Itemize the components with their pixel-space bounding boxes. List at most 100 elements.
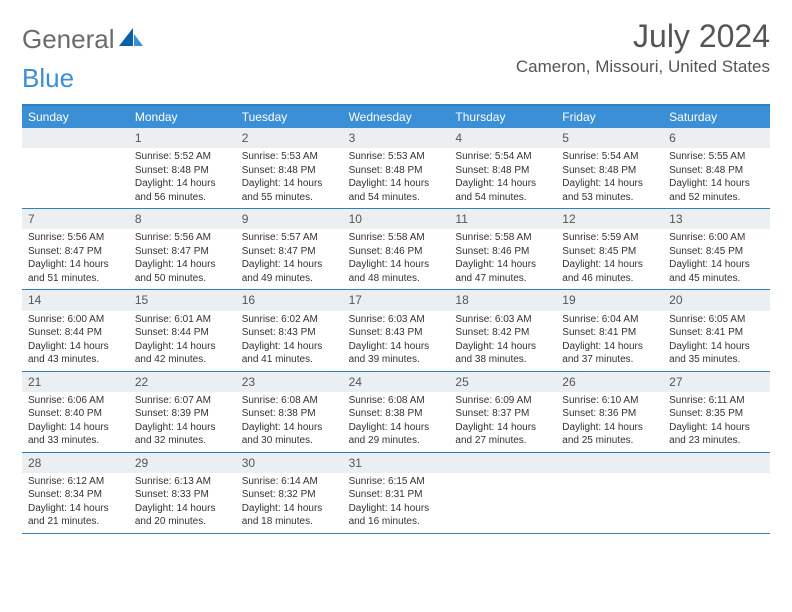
day-number: 20 — [663, 290, 770, 310]
sunrise-line: Sunrise: 6:11 AM — [669, 394, 764, 408]
sunset-line: Sunset: 8:48 PM — [562, 164, 657, 178]
sunset-line: Sunset: 8:35 PM — [669, 407, 764, 421]
day-cell — [449, 453, 556, 533]
dow-header-row: SundayMondayTuesdayWednesdayThursdayFrid… — [22, 106, 770, 128]
day-cell: 17Sunrise: 6:03 AMSunset: 8:43 PMDayligh… — [343, 290, 450, 370]
day-cell: 13Sunrise: 6:00 AMSunset: 8:45 PMDayligh… — [663, 209, 770, 289]
sunrise-line: Sunrise: 6:05 AM — [669, 313, 764, 327]
day-cell: 27Sunrise: 6:11 AMSunset: 8:35 PMDayligh… — [663, 372, 770, 452]
sunrise-line: Sunrise: 6:14 AM — [242, 475, 337, 489]
sunrise-line: Sunrise: 5:53 AM — [349, 150, 444, 164]
sunrise-line: Sunrise: 5:53 AM — [242, 150, 337, 164]
day-number: 10 — [343, 209, 450, 229]
day-number: 11 — [449, 209, 556, 229]
day-cell: 8Sunrise: 5:56 AMSunset: 8:47 PMDaylight… — [129, 209, 236, 289]
sunrise-line: Sunrise: 6:04 AM — [562, 313, 657, 327]
day-cell: 29Sunrise: 6:13 AMSunset: 8:33 PMDayligh… — [129, 453, 236, 533]
sunset-line: Sunset: 8:42 PM — [455, 326, 550, 340]
day-body: Sunrise: 5:53 AMSunset: 8:48 PMDaylight:… — [236, 148, 343, 208]
day-number: 14 — [22, 290, 129, 310]
daylight-line: Daylight: 14 hours and 49 minutes. — [242, 258, 337, 285]
location-text: Cameron, Missouri, United States — [516, 57, 770, 77]
daylight-line: Daylight: 14 hours and 55 minutes. — [242, 177, 337, 204]
calendar: SundayMondayTuesdayWednesdayThursdayFrid… — [22, 104, 770, 534]
sunset-line: Sunset: 8:44 PM — [28, 326, 123, 340]
sunset-line: Sunset: 8:45 PM — [562, 245, 657, 259]
sunrise-line: Sunrise: 6:02 AM — [242, 313, 337, 327]
daylight-line: Daylight: 14 hours and 47 minutes. — [455, 258, 550, 285]
day-body: Sunrise: 5:56 AMSunset: 8:47 PMDaylight:… — [22, 229, 129, 289]
daylight-line: Daylight: 14 hours and 48 minutes. — [349, 258, 444, 285]
daylight-line: Daylight: 14 hours and 25 minutes. — [562, 421, 657, 448]
sunset-line: Sunset: 8:48 PM — [349, 164, 444, 178]
daylight-line: Daylight: 14 hours and 18 minutes. — [242, 502, 337, 529]
daylight-line: Daylight: 14 hours and 37 minutes. — [562, 340, 657, 367]
daylight-line: Daylight: 14 hours and 20 minutes. — [135, 502, 230, 529]
sunset-line: Sunset: 8:45 PM — [669, 245, 764, 259]
dow-header: Friday — [556, 106, 663, 128]
week-row: 28Sunrise: 6:12 AMSunset: 8:34 PMDayligh… — [22, 453, 770, 534]
week-row: 1Sunrise: 5:52 AMSunset: 8:48 PMDaylight… — [22, 128, 770, 209]
day-body: Sunrise: 5:52 AMSunset: 8:48 PMDaylight:… — [129, 148, 236, 208]
sunrise-line: Sunrise: 5:54 AM — [455, 150, 550, 164]
day-body: Sunrise: 6:04 AMSunset: 8:41 PMDaylight:… — [556, 311, 663, 371]
day-cell: 19Sunrise: 6:04 AMSunset: 8:41 PMDayligh… — [556, 290, 663, 370]
day-number: 26 — [556, 372, 663, 392]
day-number: 7 — [22, 209, 129, 229]
day-cell: 21Sunrise: 6:06 AMSunset: 8:40 PMDayligh… — [22, 372, 129, 452]
daylight-line: Daylight: 14 hours and 51 minutes. — [28, 258, 123, 285]
day-cell: 23Sunrise: 6:08 AMSunset: 8:38 PMDayligh… — [236, 372, 343, 452]
day-number: 6 — [663, 128, 770, 148]
sunset-line: Sunset: 8:33 PM — [135, 488, 230, 502]
sunrise-line: Sunrise: 6:08 AM — [242, 394, 337, 408]
daylight-line: Daylight: 14 hours and 29 minutes. — [349, 421, 444, 448]
day-cell: 15Sunrise: 6:01 AMSunset: 8:44 PMDayligh… — [129, 290, 236, 370]
day-number — [22, 128, 129, 148]
day-body: Sunrise: 5:58 AMSunset: 8:46 PMDaylight:… — [343, 229, 450, 289]
sunrise-line: Sunrise: 6:00 AM — [669, 231, 764, 245]
sunrise-line: Sunrise: 5:54 AM — [562, 150, 657, 164]
day-cell: 5Sunrise: 5:54 AMSunset: 8:48 PMDaylight… — [556, 128, 663, 208]
sunrise-line: Sunrise: 5:58 AM — [455, 231, 550, 245]
daylight-line: Daylight: 14 hours and 50 minutes. — [135, 258, 230, 285]
sunrise-line: Sunrise: 6:12 AM — [28, 475, 123, 489]
sunset-line: Sunset: 8:43 PM — [349, 326, 444, 340]
day-cell: 14Sunrise: 6:00 AMSunset: 8:44 PMDayligh… — [22, 290, 129, 370]
day-number: 24 — [343, 372, 450, 392]
daylight-line: Daylight: 14 hours and 39 minutes. — [349, 340, 444, 367]
day-cell: 26Sunrise: 6:10 AMSunset: 8:36 PMDayligh… — [556, 372, 663, 452]
day-body: Sunrise: 6:15 AMSunset: 8:31 PMDaylight:… — [343, 473, 450, 533]
day-cell — [663, 453, 770, 533]
day-body: Sunrise: 6:03 AMSunset: 8:43 PMDaylight:… — [343, 311, 450, 371]
sunrise-line: Sunrise: 5:56 AM — [28, 231, 123, 245]
daylight-line: Daylight: 14 hours and 23 minutes. — [669, 421, 764, 448]
day-body: Sunrise: 6:03 AMSunset: 8:42 PMDaylight:… — [449, 311, 556, 371]
day-number — [556, 453, 663, 473]
sunset-line: Sunset: 8:48 PM — [455, 164, 550, 178]
sunrise-line: Sunrise: 6:01 AM — [135, 313, 230, 327]
day-body: Sunrise: 5:53 AMSunset: 8:48 PMDaylight:… — [343, 148, 450, 208]
day-cell: 10Sunrise: 5:58 AMSunset: 8:46 PMDayligh… — [343, 209, 450, 289]
day-cell: 18Sunrise: 6:03 AMSunset: 8:42 PMDayligh… — [449, 290, 556, 370]
brand-logo: General — [22, 18, 145, 55]
day-cell: 11Sunrise: 5:58 AMSunset: 8:46 PMDayligh… — [449, 209, 556, 289]
sunrise-line: Sunrise: 5:56 AM — [135, 231, 230, 245]
sunrise-line: Sunrise: 6:07 AM — [135, 394, 230, 408]
day-number — [663, 453, 770, 473]
day-body: Sunrise: 5:54 AMSunset: 8:48 PMDaylight:… — [556, 148, 663, 208]
sunset-line: Sunset: 8:38 PM — [349, 407, 444, 421]
day-number: 18 — [449, 290, 556, 310]
day-number: 16 — [236, 290, 343, 310]
daylight-line: Daylight: 14 hours and 27 minutes. — [455, 421, 550, 448]
daylight-line: Daylight: 14 hours and 16 minutes. — [349, 502, 444, 529]
dow-header: Sunday — [22, 106, 129, 128]
day-number: 8 — [129, 209, 236, 229]
day-body: Sunrise: 6:08 AMSunset: 8:38 PMDaylight:… — [343, 392, 450, 452]
sunrise-line: Sunrise: 6:03 AM — [349, 313, 444, 327]
sunset-line: Sunset: 8:43 PM — [242, 326, 337, 340]
day-body: Sunrise: 6:01 AMSunset: 8:44 PMDaylight:… — [129, 311, 236, 371]
daylight-line: Daylight: 14 hours and 32 minutes. — [135, 421, 230, 448]
daylight-line: Daylight: 14 hours and 53 minutes. — [562, 177, 657, 204]
day-body: Sunrise: 6:00 AMSunset: 8:45 PMDaylight:… — [663, 229, 770, 289]
day-number: 4 — [449, 128, 556, 148]
